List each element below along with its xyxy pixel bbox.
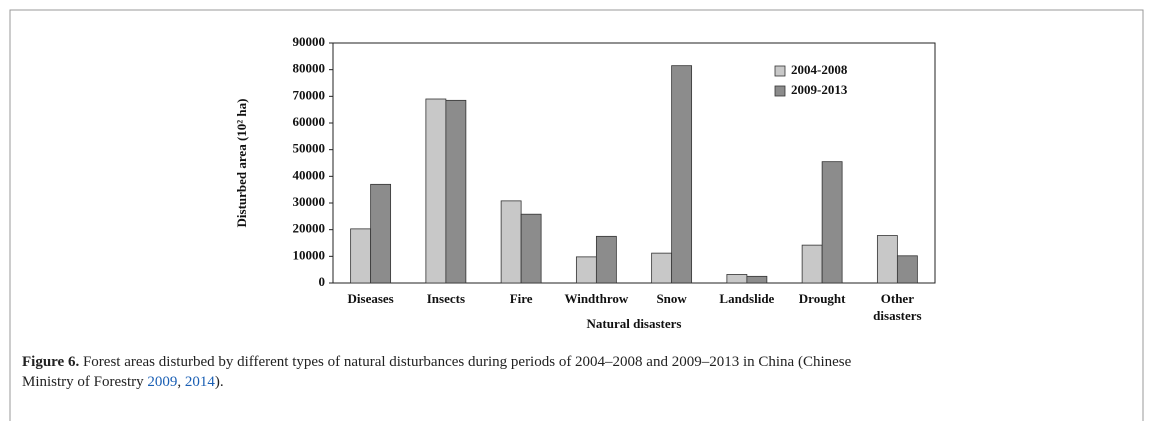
caption-label: Figure 6. [22, 354, 80, 370]
bar [671, 65, 693, 284]
bar [425, 98, 447, 284]
legend-label: 2009-2013 [791, 82, 848, 97]
x-tick-label: Other disasters [873, 291, 922, 323]
frame [9, 9, 1144, 421]
y-tick-label: 10000 [293, 247, 326, 262]
reference[interactable]: 2014 [184, 374, 215, 390]
bar [520, 213, 542, 284]
caption-separator: , [177, 374, 185, 390]
x-tick-label: Diseases [347, 291, 394, 306]
y-axis-label: Disturbed area (10² ha) [234, 99, 249, 228]
x-tick-label: Windthrow [564, 291, 629, 306]
bar [595, 235, 617, 284]
x-tick-label: Drought [798, 291, 846, 306]
legend-swatch [774, 65, 786, 77]
bar [876, 235, 898, 284]
y-tick-label: 40000 [293, 167, 326, 182]
y-tick-label: 80000 [293, 61, 326, 76]
y-tick-label: 90000 [293, 34, 326, 49]
caption-text: Forest areas disturbed by different type… [22, 354, 852, 390]
bar [821, 161, 843, 284]
bar [445, 99, 467, 284]
caption-end: ). [214, 374, 224, 390]
bar [746, 275, 768, 284]
legend-swatch [774, 85, 786, 97]
x-tick-label: Snow [656, 291, 687, 306]
plot-frame [332, 42, 936, 284]
x-tick-label: Landslide [719, 291, 775, 306]
bar [575, 256, 597, 284]
bar [651, 252, 673, 284]
x-tick-label: Fire [509, 291, 533, 306]
bar [896, 255, 918, 284]
y-tick-label: 50000 [293, 141, 326, 156]
legend-label: 2004-2008 [791, 62, 848, 77]
bar [726, 274, 748, 284]
y-tick-label: 30000 [293, 194, 326, 209]
bar [500, 200, 522, 284]
x-axis-label: Natural disasters [587, 316, 682, 331]
bar [370, 183, 392, 284]
y-tick-label: 70000 [293, 87, 326, 102]
y-tick-label: 20000 [293, 221, 326, 236]
caption: Figure 6. Forest areas disturbed by diff… [22, 352, 902, 392]
y-tick-label: 60000 [293, 114, 326, 129]
bar [350, 228, 372, 284]
y-tick-label: 0 [319, 274, 326, 289]
reference[interactable]: 2009 [147, 374, 178, 390]
bar [801, 244, 823, 284]
x-tick-label: Insects [426, 291, 466, 306]
